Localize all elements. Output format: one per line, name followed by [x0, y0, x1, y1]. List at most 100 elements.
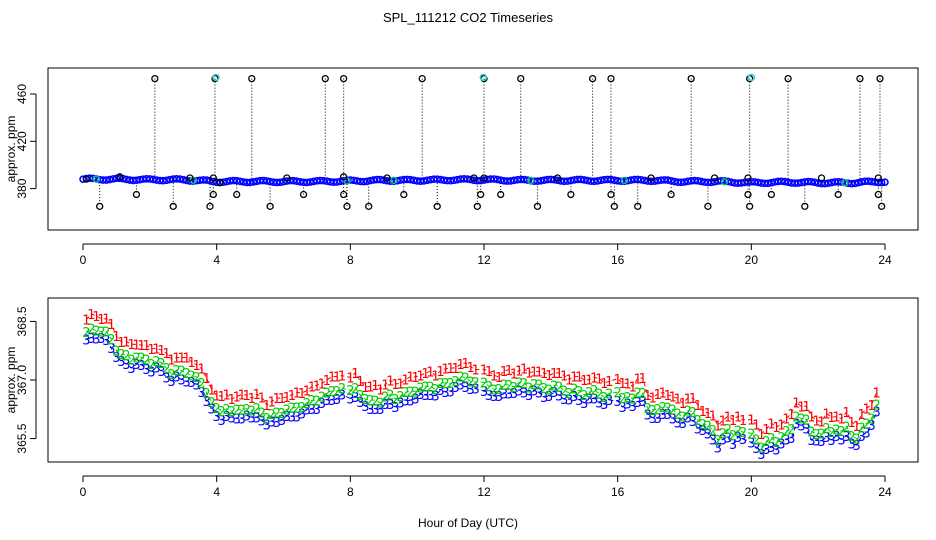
- series-2-marker: 2: [659, 401, 667, 416]
- series-2-marker: 2: [797, 413, 805, 428]
- series-1-marker: 1: [757, 428, 765, 443]
- series-2-line: [86, 328, 878, 449]
- measurement-point: [246, 178, 254, 187]
- cyan-marker: [747, 73, 756, 82]
- series-1-marker: 1: [313, 379, 321, 394]
- series-3-marker: 3: [187, 376, 195, 391]
- spike-point: [744, 174, 752, 182]
- series-3-marker: 3: [112, 351, 120, 366]
- measurement-point: [667, 176, 675, 185]
- top-panel: 0 4 8 12 16 20 24 380 420 460 approx. ppm: [4, 67, 919, 267]
- series-2-marker: 2: [253, 402, 261, 417]
- series-3-marker: 3: [401, 394, 409, 409]
- series-2-marker: 2: [619, 392, 627, 407]
- series-1-marker: 1: [361, 381, 369, 396]
- series-3-marker: 3: [822, 431, 830, 446]
- spike-point: [517, 74, 525, 83]
- series-3-marker: 3: [328, 394, 336, 409]
- series-2-marker: 2: [873, 398, 881, 413]
- series-3-marker: 3: [797, 419, 805, 434]
- series-3-marker: 3: [664, 408, 672, 423]
- series-2-marker: 2: [157, 357, 165, 372]
- series-2-marker: 2: [213, 402, 221, 417]
- series-2-marker: 2: [308, 394, 316, 409]
- series-1-marker: 1: [273, 392, 281, 407]
- measurement-point: [754, 178, 762, 187]
- series-1-marker: 1: [338, 370, 346, 385]
- spike-point: [383, 174, 391, 182]
- series-1-marker: 1: [426, 365, 434, 380]
- series-3-marker: 3: [152, 361, 160, 376]
- measurement-point: [209, 177, 218, 186]
- spike-point: [687, 74, 695, 83]
- series-2-marker: 2: [535, 378, 543, 393]
- series-2-marker: 2: [555, 380, 563, 395]
- series-1-marker: 1: [283, 391, 291, 406]
- series-2-marker: 2: [490, 383, 498, 398]
- series-2-marker: 2: [167, 368, 175, 383]
- series-2-marker: 2: [570, 383, 578, 398]
- series-2-marker: 2: [381, 390, 389, 405]
- series-1-marker: 1: [857, 408, 865, 423]
- spike-point: [169, 202, 177, 211]
- series-1-marker: 1: [505, 364, 513, 379]
- series-2-marker: 2: [644, 402, 652, 417]
- series-1-marker: 1: [560, 369, 568, 384]
- series-3-marker: 3: [323, 394, 331, 409]
- series-2-marker: 2: [411, 385, 419, 400]
- series-2-marker: 2: [102, 326, 110, 341]
- spike-point: [710, 174, 719, 182]
- series-1-marker: 1: [792, 396, 800, 411]
- series-1-marker: 1: [167, 353, 175, 368]
- spike-point: [567, 190, 575, 199]
- series-1-marker: 1: [699, 405, 707, 420]
- series-3-marker: 3: [268, 416, 276, 431]
- spike-point: [266, 202, 274, 211]
- spike-point: [876, 74, 884, 83]
- measurement-point: [607, 175, 615, 184]
- measurement-point: [146, 175, 154, 183]
- series-2-marker: 2: [416, 382, 424, 397]
- spike-point: [667, 190, 675, 199]
- measurement-point: [510, 176, 518, 185]
- series-3-marker: 3: [729, 438, 737, 453]
- series-3-marker: 3: [639, 395, 647, 410]
- series-2-marker: 2: [762, 435, 770, 450]
- spike-point: [433, 202, 441, 211]
- series-2-marker: 2: [812, 428, 820, 443]
- series-3-marker: 3: [600, 398, 608, 413]
- series-3-marker: 3: [500, 388, 508, 403]
- spike-point: [211, 74, 219, 83]
- series-2-marker: 2: [520, 377, 528, 392]
- series-1-line: [85, 313, 878, 436]
- bottom-y-axis-label: approx. ppm: [4, 347, 18, 414]
- series-3-marker: 3: [303, 404, 311, 419]
- series-2-marker: 2: [580, 389, 588, 404]
- series-1-marker: 1: [585, 374, 593, 389]
- series-1-marker: 1: [842, 406, 850, 421]
- measurement-point: [877, 178, 886, 187]
- series-3-marker: 3: [857, 430, 865, 445]
- top-y-tick-label: 460: [15, 84, 29, 104]
- series-1-marker: 1: [177, 351, 185, 366]
- series-2-marker: 2: [132, 352, 140, 367]
- top-x-tick-label: 0: [80, 253, 87, 267]
- series-3-marker: 3: [333, 393, 341, 408]
- cyan-marker: [479, 73, 488, 82]
- measurement-point: [867, 177, 876, 186]
- series-1-marker: 1: [555, 367, 563, 382]
- series-3-marker: 3: [862, 426, 870, 441]
- top-y-axis: 380 420 460: [15, 84, 37, 199]
- spike-point: [343, 202, 351, 211]
- series-2-marker: 2: [446, 377, 454, 392]
- measurement-point: [537, 177, 545, 185]
- bottom-y-tick-label: 367.0: [15, 365, 29, 395]
- series-1-marker: 1: [873, 386, 881, 401]
- series-2-marker: 2: [162, 362, 170, 377]
- top-y-axis-label: approx. ppm: [4, 116, 18, 183]
- bottom-x-axis: 0 4 8 12 16 20 24: [80, 475, 892, 499]
- series-1-marker: 1: [822, 408, 830, 423]
- series-2-marker: 2: [857, 421, 865, 436]
- series-3-marker: 3: [82, 334, 90, 349]
- measurement-point: [423, 176, 431, 185]
